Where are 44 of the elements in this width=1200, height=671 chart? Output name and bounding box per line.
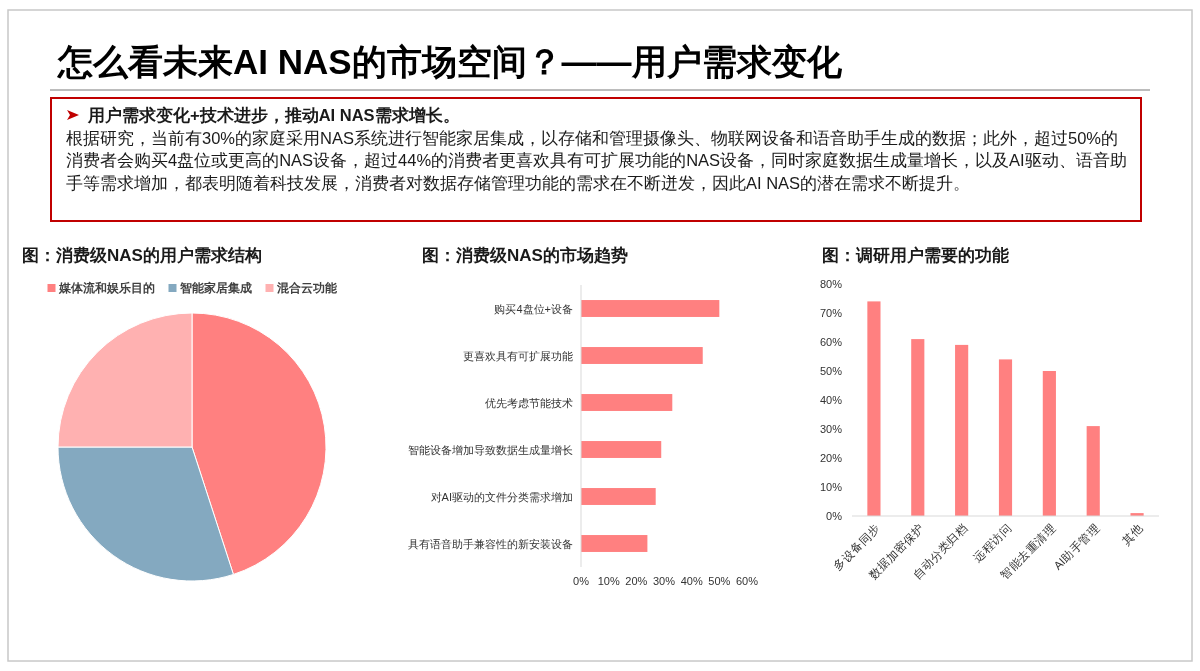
y-tick-label: 40% xyxy=(819,394,843,406)
y-tick-label: 30% xyxy=(819,423,843,435)
legend-label: 混合云功能 xyxy=(275,281,338,295)
x-tick-label: 30% xyxy=(652,575,676,587)
bar xyxy=(998,359,1013,516)
text: 怎么看未来AI NAS的市场空间？——用户需求变化 xyxy=(58,41,842,83)
bar xyxy=(955,344,969,516)
y-tick-label: 优先考虑节能技术 xyxy=(485,396,573,409)
x-tick-label: 50% xyxy=(708,575,731,587)
y-tick-label: 具有语音助手兼容性的新安装设备 xyxy=(408,537,573,550)
y-tick-label: 10% xyxy=(819,481,843,493)
y-tick-label: 50% xyxy=(819,365,843,377)
legend-label: 媒体流和娱乐目的 xyxy=(57,281,155,295)
bar xyxy=(1086,426,1100,516)
y-tick-label: 60% xyxy=(819,336,843,348)
x-tick-label: 其他 xyxy=(1119,521,1146,548)
y-tick-label: 购买4盘位+设备 xyxy=(494,302,573,315)
y-tick-label: 20% xyxy=(819,452,843,464)
bar xyxy=(581,535,648,552)
x-tick-label: 10% xyxy=(597,575,620,587)
x-tick-label: 20% xyxy=(625,575,648,587)
bar xyxy=(581,347,703,364)
chart-title: 图：调研用户需要的功能 xyxy=(822,246,1009,265)
chart-title: 图：消费级NAS的用户需求结构 xyxy=(22,246,262,265)
y-tick-label: 0% xyxy=(826,510,843,522)
x-tick-label: 0% xyxy=(573,575,590,587)
bar xyxy=(867,301,881,516)
bar xyxy=(581,300,720,317)
y-tick-label: 更喜欢具有可扩展功能 xyxy=(463,349,573,362)
y-tick-label: 智能设备增加导致数据生成量增长 xyxy=(408,443,573,456)
x-tick-label: 40% xyxy=(680,575,703,587)
x-tick-label: 60% xyxy=(735,575,759,587)
y-tick-label: 70% xyxy=(819,307,843,319)
bar xyxy=(1042,371,1056,516)
text: 根据研究，当前有30%的家庭采用NAS系统进行智能家居集成，以存储和管理摄像头、物联网设备和语音助手生成的数据；此外，超过50%的消费者会购买4盘位或更高的NAS设备，超过44%的消费者更喜欢具有可扩展功能的NAS设备，同时家庭数据生成量增长，以及AI驱动、语音助手等需求增加，都表明随着科技发展，消费者对数据存储管理功能的需求在不断迸发，因此AI NAS的潜在需求不断提升。 xyxy=(66,127,1128,194)
y-tick-label: 对AI驱动的文件分类需求增加 xyxy=(430,490,573,503)
bar xyxy=(911,339,925,516)
text: 用户需求变化+技术进步，推动AI NAS需求增长。 xyxy=(88,105,460,126)
chart-title: 图：消费级NAS的市场趋势 xyxy=(422,246,628,265)
bar xyxy=(581,441,662,458)
bar xyxy=(581,394,673,411)
legend-label: 智能家居集成 xyxy=(178,281,252,295)
bar xyxy=(581,488,656,505)
y-tick-label: 80% xyxy=(819,278,843,290)
